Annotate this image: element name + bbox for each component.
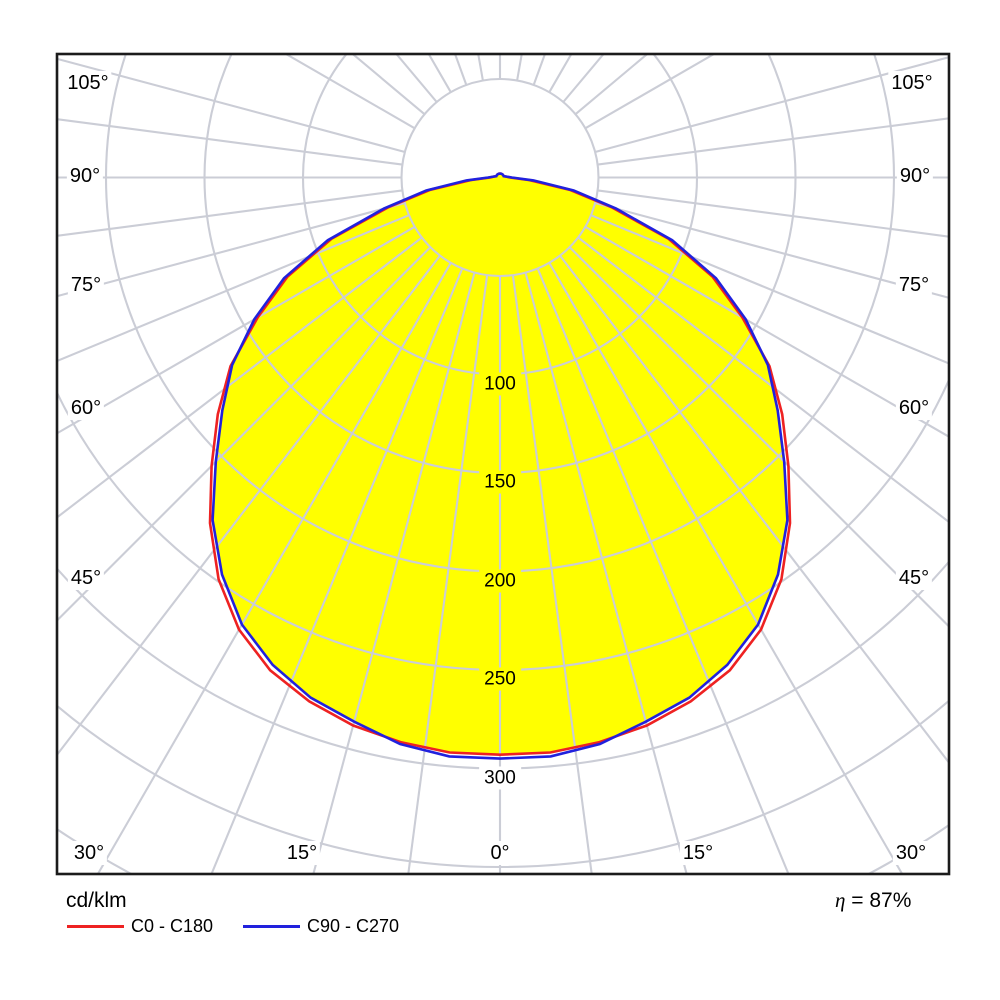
grid-radial-line — [312, 272, 476, 874]
plot-border — [55, 52, 951, 876]
grid-radial-line — [453, 54, 468, 86]
grid-radial-line — [559, 254, 949, 765]
grid-radial-line — [57, 225, 416, 435]
grid-radial-line — [594, 201, 949, 299]
grid-radial-line — [407, 275, 489, 874]
eta-rest: = 87% — [845, 889, 912, 912]
grid-radial-line — [57, 236, 423, 519]
legend-swatch-red-line — [67, 924, 124, 928]
grid-radial-line — [477, 54, 484, 81]
units-label: cd/klm — [66, 889, 127, 912]
grid-radial-line — [57, 57, 406, 154]
grid-radial-line — [511, 275, 593, 874]
legend-entry-c0-c180: C0 - C180 — [67, 916, 213, 936]
efficiency-value: η = 87% — [835, 888, 911, 913]
grid-radial-line — [597, 117, 949, 166]
grid-radial-line — [568, 246, 949, 628]
grid-radial-line — [524, 272, 688, 874]
grid-radial-line — [532, 54, 547, 86]
grid-radial-line — [590, 214, 949, 365]
grid-radial-line — [57, 246, 432, 622]
grid-radial-line — [57, 118, 403, 166]
grid-radial-line — [283, 54, 416, 130]
grid-radial-line — [584, 54, 717, 130]
legend-swatch-blue-line — [243, 924, 300, 928]
grid-radial-line — [57, 189, 403, 237]
grid-radial-line — [577, 236, 949, 524]
grid-radial-line — [548, 262, 904, 874]
grid-radial-line — [516, 54, 523, 81]
curve-c90-c270 — [211, 172, 789, 760]
grid-radial-line — [536, 268, 790, 874]
legend: C0 - C180 C90 - C270 — [0, 916, 1000, 938]
grid-radial-line — [57, 214, 410, 363]
grid-radial-line — [96, 262, 452, 874]
grid-radial-line — [597, 189, 949, 238]
grid-radial-line — [57, 254, 441, 757]
grid-radial-line — [57, 201, 406, 298]
grid-radial-line — [584, 225, 949, 438]
grid-radial-line — [594, 56, 949, 154]
legend-label-c90-c270: C90 - C270 — [307, 916, 400, 936]
eta-symbol: η — [835, 888, 846, 912]
legend-label-c0-c180: C0 - C180 — [131, 916, 214, 936]
grid-radial-line — [210, 268, 464, 874]
legend-entry-c90-c270: C90 - C270 — [243, 916, 399, 936]
